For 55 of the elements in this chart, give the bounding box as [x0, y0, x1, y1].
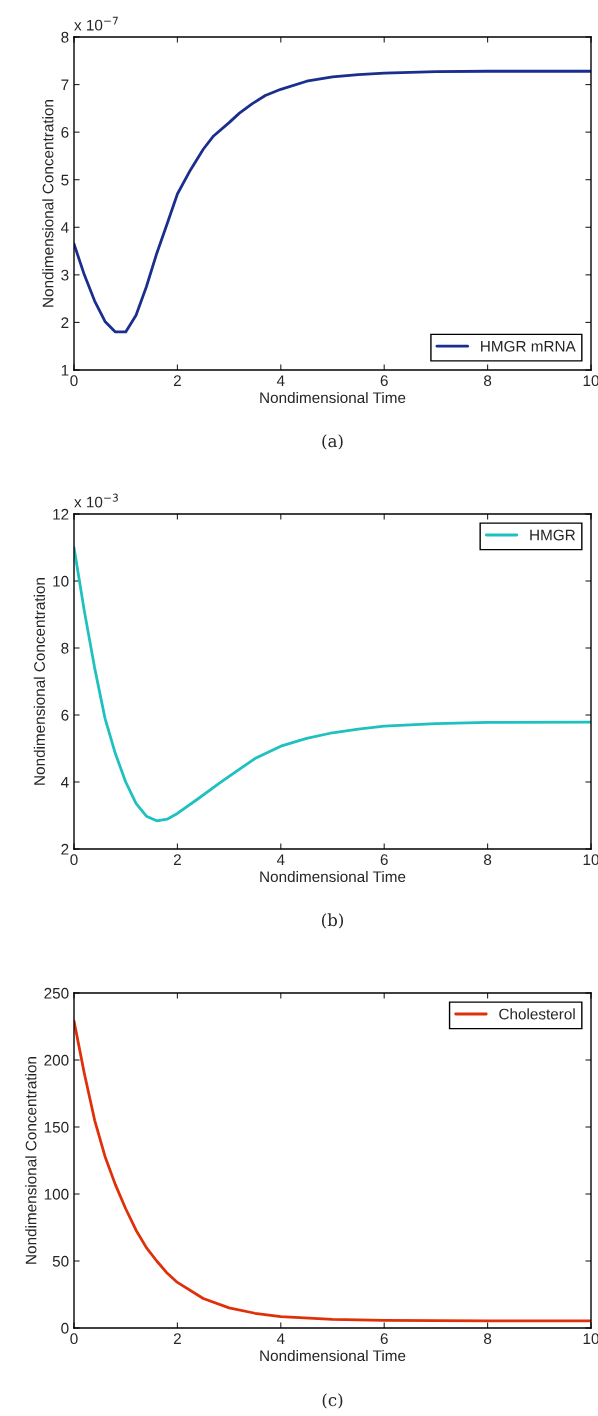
y-axis-title: Nondimensional Concentration — [42, 100, 54, 307]
text: x 10$^{−3}$ — [74, 493, 118, 508]
y-tick-label: 3 — [61, 269, 69, 281]
text: (c) — [322, 1393, 343, 1409]
x-tick-label: 10 — [583, 854, 598, 866]
x-tick-label: 0 — [70, 1333, 78, 1345]
y-tick-label: 7 — [61, 79, 69, 91]
y-tick-label: 150 — [44, 1121, 69, 1133]
y-tick-label: 4 — [60, 222, 69, 233]
y-tick-label: 200 — [44, 1054, 69, 1066]
legend-label: Cholesterol — [499, 1008, 575, 1020]
x-tick-label: 8 — [484, 1333, 492, 1345]
y-axis-title: Nondimensional Concentration — [25, 1057, 37, 1264]
x-tick-label: 0 — [70, 375, 78, 387]
y-tick-label: 2 — [61, 843, 69, 855]
x-axis-title: Nondimensional Time — [260, 1349, 406, 1362]
x-tick-label: 2 — [173, 1333, 181, 1344]
y-tick-label: 2 — [61, 317, 69, 328]
x-tick-label: 2 — [173, 854, 181, 865]
y-tick-label: 50 — [52, 1255, 69, 1267]
x-axis-title: Nondimensional Time — [260, 391, 406, 404]
x-tick-label: 10 — [583, 375, 598, 387]
y-tick-label: 0 — [61, 1322, 69, 1334]
y-tick-label: 250 — [44, 987, 69, 999]
legend-label: HMGR — [530, 529, 576, 541]
y-tick-label: 6 — [61, 709, 69, 721]
y-tick-label: 8 — [61, 642, 69, 654]
x-tick-label: 4 — [276, 375, 285, 386]
x-tick-label: 4 — [276, 1333, 285, 1344]
x-tick-label: 6 — [380, 1333, 388, 1345]
text: (b) — [321, 913, 344, 929]
text: (a) — [322, 434, 343, 450]
x-tick-label: 6 — [380, 854, 388, 866]
text: x 10$^{−7}$ — [74, 16, 118, 31]
line-series — [74, 546, 591, 823]
legend-label: HMGR mRNA — [481, 340, 576, 352]
y-tick-label: 12 — [53, 508, 69, 520]
y-tick-label: 5 — [61, 174, 69, 186]
x-tick-label: 8 — [484, 854, 492, 866]
x-tick-label: 10 — [583, 1333, 598, 1345]
line-series — [74, 1019, 591, 1323]
x-tick-label: 2 — [173, 375, 181, 386]
y-tick-label: 4 — [60, 777, 69, 788]
y-tick-label: 6 — [61, 127, 69, 138]
x-tick-label: 8 — [484, 375, 492, 387]
y-axis-title: Nondimensional Concentration — [33, 578, 45, 785]
x-axis-title: Nondimensional Time — [260, 870, 406, 883]
x-tick-label: 6 — [380, 375, 388, 387]
x-tick-label: 0 — [70, 854, 78, 866]
y-tick-label: 1 — [61, 365, 69, 376]
y-tick-label: 100 — [44, 1188, 69, 1200]
line-series — [74, 69, 591, 334]
y-tick-label: 10 — [53, 575, 69, 587]
y-tick-label: 8 — [61, 31, 69, 43]
x-tick-label: 4 — [276, 854, 285, 865]
